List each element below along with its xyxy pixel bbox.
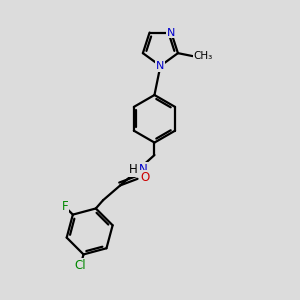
Text: F: F — [61, 200, 68, 213]
Text: Cl: Cl — [75, 259, 86, 272]
Text: N: N — [156, 61, 165, 71]
Text: N: N — [139, 163, 148, 176]
Text: CH₃: CH₃ — [194, 51, 213, 61]
Text: N: N — [167, 28, 176, 38]
Text: O: O — [140, 171, 150, 184]
Text: H: H — [128, 163, 137, 176]
